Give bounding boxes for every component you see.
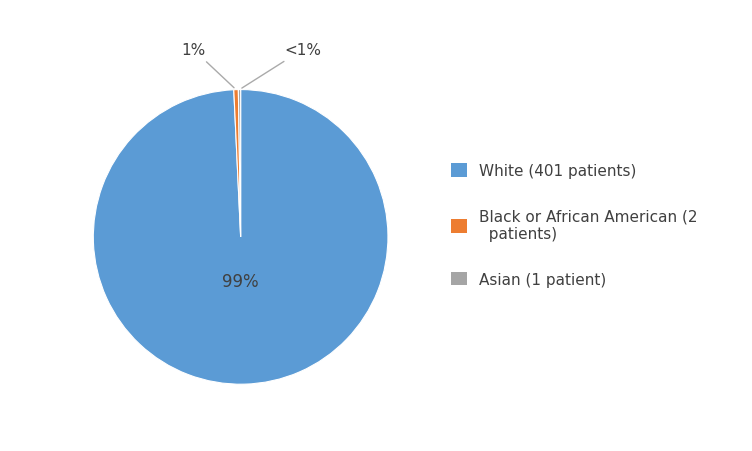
Legend: White (401 patients), Black or African American (2
  patients), Asian (1 patient: White (401 patients), Black or African A… — [444, 156, 705, 295]
Wedge shape — [93, 90, 388, 384]
Text: 1%: 1% — [181, 43, 234, 88]
Wedge shape — [238, 90, 241, 237]
Text: <1%: <1% — [242, 43, 321, 89]
Wedge shape — [234, 90, 241, 237]
Text: 99%: 99% — [223, 272, 259, 290]
